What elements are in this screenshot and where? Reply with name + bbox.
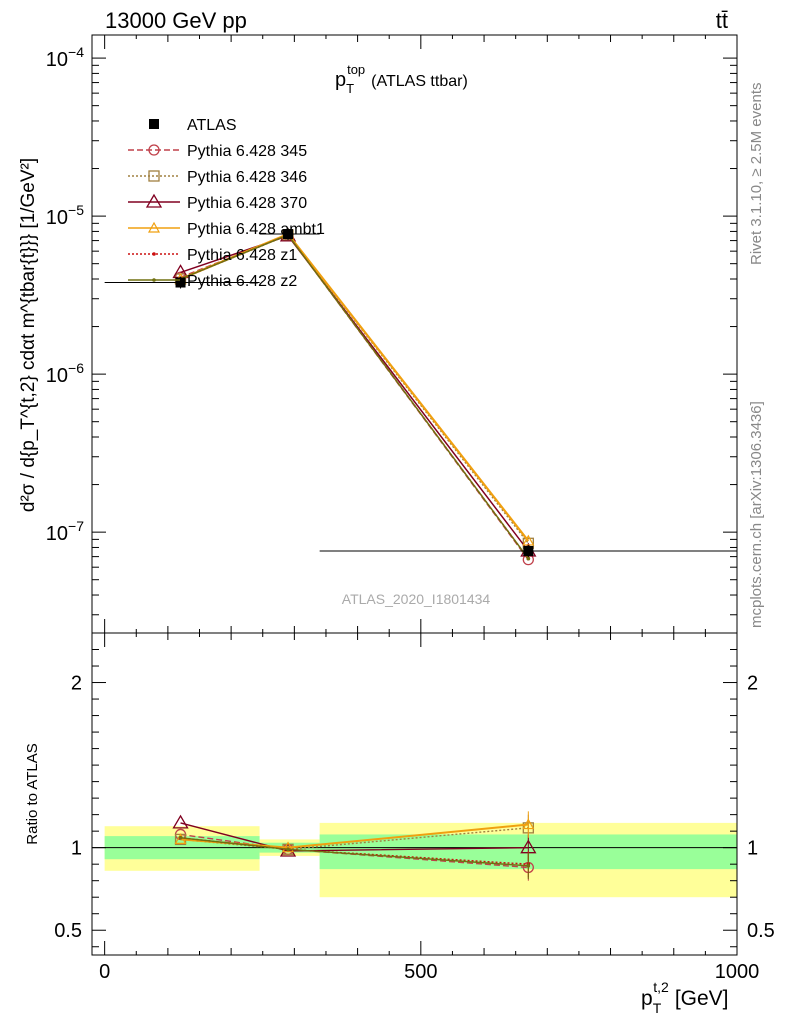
- ratio-y-tick-label-right: 0.5: [747, 920, 775, 942]
- title-sup: top: [347, 62, 365, 77]
- ratio-y-tick-label-left: 0.5: [54, 920, 82, 942]
- header-right: tt̄: [716, 8, 728, 33]
- title-sub: T: [346, 81, 354, 96]
- ratio-frame: [91, 632, 738, 956]
- main-y-tick-base: 10: [46, 207, 68, 229]
- legend-marker-data: [149, 119, 159, 129]
- ratio-marker-z2: [178, 835, 183, 840]
- analysis-watermark: ATLAS_2020_I1801434: [342, 591, 491, 607]
- title-main: p: [335, 69, 346, 91]
- x-axis-label: pTt,2 [GeV]: [641, 979, 729, 1016]
- legend: ATLAS Pythia 6.428 345 Pythia 6.428 346 Pyt…: [128, 117, 325, 290]
- series-marker-ambt1: [522, 534, 535, 546]
- series-marker-z2: [526, 556, 531, 561]
- main-y-tick-exp: −6: [68, 360, 84, 376]
- legend-label-data: ATLAS: [187, 117, 237, 134]
- ratio-y-tick-label-right: 1: [747, 838, 758, 860]
- legend-marker-z2: [152, 278, 156, 282]
- data-point: [523, 545, 534, 556]
- main-y-label-text: d²σ / d{p_T^{t,2} cdαt m^{tbar{t}}} [1/G…: [18, 158, 39, 512]
- main-y-tick-exp: −5: [68, 202, 84, 218]
- data-point: [283, 229, 294, 240]
- main-y-tick-label: 10−4: [46, 44, 84, 71]
- ratio-y-tick-label-left: 2: [71, 673, 82, 695]
- plot-title: pTtop (ATLAS ttbar): [335, 62, 468, 96]
- rivet-label: Rivet 3.1.10, ≥ 2.5M events: [748, 83, 765, 266]
- legend-label-ambt1: Pythia 6.428 ambt1: [187, 221, 325, 238]
- legend-label-p345: Pythia 6.428 345: [187, 143, 307, 160]
- x-label-main: p: [641, 987, 653, 1010]
- ratio-marker-ambt1: [282, 841, 295, 853]
- ratio-marker-z2: [526, 864, 531, 868]
- ratio-y-tick-label-left: 1: [71, 838, 82, 860]
- main-y-tick-label: 10−7: [46, 518, 84, 545]
- ratio-x-ticks: 0 500 1000: [99, 633, 759, 983]
- x-label-unit: [GeV]: [675, 987, 729, 1010]
- ratio-x-tick-label: 0: [99, 961, 110, 983]
- ratio-marker-z2: [286, 847, 290, 852]
- main-y-tick-exp: −7: [68, 518, 84, 534]
- ratio-y-tick-label-right: 2: [747, 673, 758, 695]
- main-x-ticks: [104, 35, 738, 633]
- legend-label-z2: Pythia 6.428 z2: [187, 273, 297, 290]
- header-left: 13000 GeV pp: [105, 8, 247, 33]
- ratio-marker-ambt1: [174, 833, 187, 845]
- main-y-tick-base: 10: [46, 365, 68, 387]
- ratio-x-tick-label: 500: [404, 961, 437, 983]
- legend-label-p346: Pythia 6.428 346: [187, 169, 307, 186]
- main-y-tick-label: 10−5: [46, 202, 84, 229]
- main-panel: 10−410−510−610−7 pTtop(ATLAS ttbar) ATLA…: [18, 34, 738, 634]
- title-tail: (ATLAS ttbar): [371, 73, 468, 90]
- main-y-tick-base: 10: [46, 49, 68, 71]
- legend-marker-p370: [145, 193, 163, 208]
- main-plot-area: [104, 227, 737, 566]
- legend-marker-z1: [152, 252, 156, 256]
- main-y-tick-exp: −4: [68, 44, 84, 60]
- legend-marker-ambt1: [147, 221, 161, 233]
- mcplots-label: mcplots.cern.ch [arXiv:1306.3436]: [748, 401, 765, 628]
- x-label-sup: t,2: [653, 979, 669, 995]
- legend-marker-p346: [148, 170, 160, 182]
- data-point: [175, 277, 186, 288]
- main-y-tick-base: 10: [46, 523, 68, 545]
- ratio-marker-p370: [172, 814, 189, 829]
- main-y-ticks: 10−410−510−610−7: [46, 44, 737, 616]
- ratio-plot-area: [172, 811, 537, 881]
- legend-marker-p345: [148, 144, 160, 156]
- legend-label-p370: Pythia 6.428 370: [187, 195, 307, 212]
- x-label-sub: T: [653, 1000, 662, 1016]
- ratio-marker-ambt1: [522, 818, 535, 830]
- ratio-panel: 0.5 0.5 1 1 2 2 0 500 1000 Ratio to ATLAS pTt,2…: [24, 632, 775, 1016]
- main-y-label-main: d²σ / d{p_T^{t,2} cdαt m^{tbar{t}}} [1/G…: [18, 158, 39, 512]
- ratio-y-ticks: 0.5 0.5 1 1 2 2: [54, 649, 775, 948]
- ratio-x-tick-label: 1000: [715, 961, 760, 983]
- legend-label-z1: Pythia 6.428 z1: [187, 247, 297, 264]
- ratio-line-p346: [180, 827, 529, 851]
- main-y-tick-label: 10−6: [46, 360, 84, 387]
- ratio-y-label: Ratio to ATLAS: [24, 743, 41, 844]
- main-y-label: d²σ / d{p_T^{t,2} cdαt m^{tbar{t}}} [1/G…: [18, 158, 39, 512]
